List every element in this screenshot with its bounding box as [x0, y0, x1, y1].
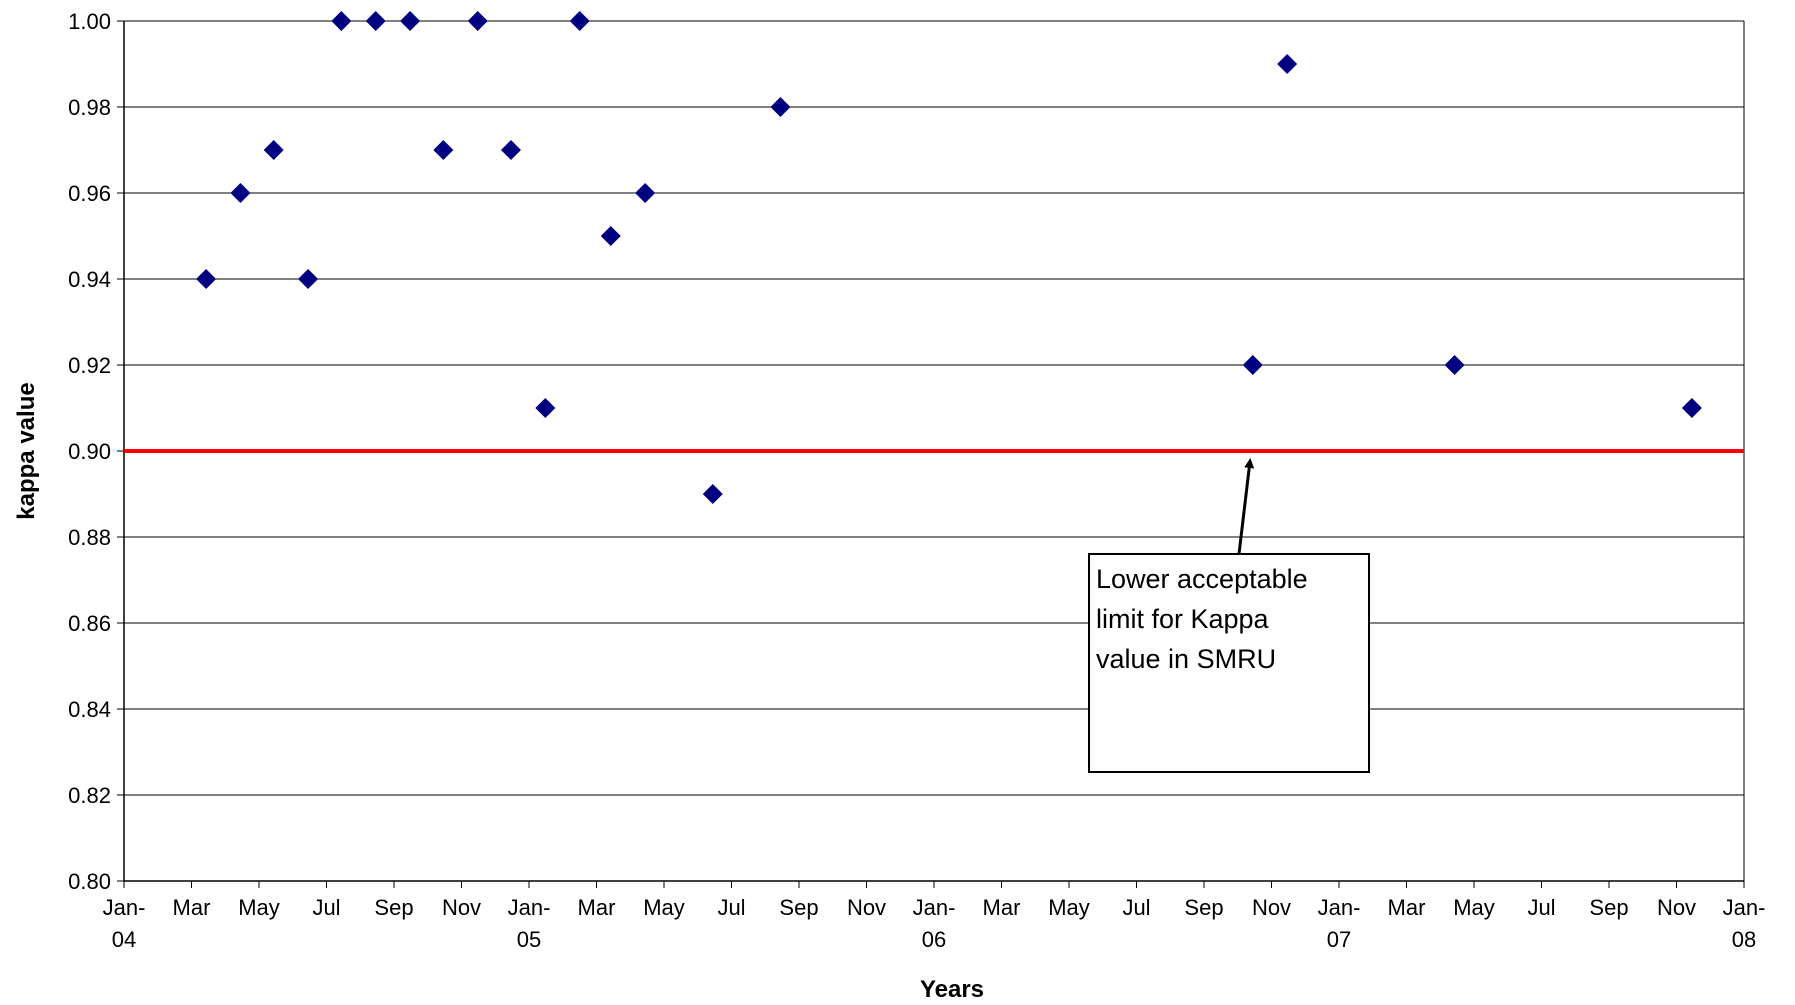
- x-tick-label-line1: Sep: [779, 895, 818, 920]
- x-tick-label: May: [1048, 895, 1090, 920]
- data-point: [467, 11, 488, 31]
- data-point: [1681, 398, 1702, 418]
- annotation-text-line: Lower acceptable: [1096, 564, 1308, 594]
- x-tick-label-line2: 04: [112, 927, 136, 952]
- data-point: [635, 183, 656, 203]
- x-tick-label-line1: Jan-: [1723, 895, 1766, 920]
- x-tick-label-line1: Sep: [1184, 895, 1223, 920]
- x-tick-label: May: [643, 895, 685, 920]
- x-tick-label-line1: Nov: [847, 895, 886, 920]
- x-tick-label: Jan- 05: [508, 895, 551, 952]
- x-tick-label: Nov: [847, 895, 886, 920]
- x-tick-label: Mar: [1388, 895, 1426, 920]
- data-point: [331, 11, 352, 31]
- x-tick-label-line1: Jan-: [1318, 895, 1361, 920]
- data-point: [1444, 355, 1465, 375]
- data-point: [1242, 355, 1263, 375]
- x-tick-label-line1: Mar: [1388, 895, 1426, 920]
- annotation-arrow: [1237, 458, 1255, 555]
- x-tick-label-line2: 07: [1327, 927, 1351, 952]
- x-tick-label-line1: Jan-: [103, 895, 146, 920]
- x-tick-label: Jul: [717, 895, 745, 920]
- x-tick-label: Jan- 04: [103, 895, 146, 952]
- x-tick-label-line1: Nov: [1252, 895, 1291, 920]
- x-tick-label-line1: Jul: [1527, 895, 1555, 920]
- x-tick-label-line1: Jul: [717, 895, 745, 920]
- annotation-box: [1088, 553, 1370, 773]
- x-axis-title: Years: [920, 976, 984, 1003]
- x-tick-label: Sep: [374, 895, 413, 920]
- y-tick-label: 1.00: [68, 9, 111, 34]
- x-tick-label: Jul: [1527, 895, 1555, 920]
- y-tick-label: 0.80: [68, 869, 111, 894]
- x-tick-label-line1: May: [238, 895, 280, 920]
- x-tick-label-line1: Jul: [1122, 895, 1150, 920]
- x-tick-label-line2: 05: [517, 927, 541, 952]
- y-tick-label: 0.98: [68, 95, 111, 120]
- y-tick-label: 0.86: [68, 611, 111, 636]
- x-tick-label-line1: May: [643, 895, 685, 920]
- data-point: [535, 398, 556, 418]
- data-point: [569, 11, 590, 31]
- x-tick-label-line1: Mar: [983, 895, 1021, 920]
- x-tick-label-line1: Sep: [1589, 895, 1628, 920]
- x-tick-label: Sep: [1589, 895, 1628, 920]
- y-axis-title: kappa value: [13, 382, 40, 519]
- x-tick-label: May: [238, 895, 280, 920]
- data-point: [298, 269, 319, 289]
- y-tick-label: 0.96: [68, 181, 111, 206]
- x-tick-label: Mar: [983, 895, 1021, 920]
- y-tick-label: 0.84: [68, 697, 111, 722]
- x-tick-label-line1: Jan-: [508, 895, 551, 920]
- x-tick-label: Sep: [1184, 895, 1223, 920]
- x-tick-label-line1: Jan-: [913, 895, 956, 920]
- data-point: [500, 140, 521, 160]
- y-tick-label: 0.90: [68, 439, 111, 464]
- x-tick-label-line1: Sep: [374, 895, 413, 920]
- x-tick-label: Mar: [578, 895, 616, 920]
- data-point: [263, 140, 284, 160]
- data-point: [1277, 54, 1298, 74]
- annotation-text-line: limit for Kappa: [1096, 604, 1270, 634]
- data-points: [196, 11, 1702, 504]
- data-point: [600, 226, 621, 246]
- data-point: [770, 97, 791, 117]
- x-tick-label: Nov: [1657, 895, 1696, 920]
- x-tick-label-line1: Nov: [442, 895, 481, 920]
- data-point: [433, 140, 454, 160]
- x-tick-label: May: [1453, 895, 1495, 920]
- x-tick-label-line1: Mar: [173, 895, 211, 920]
- x-tick-label-line1: May: [1048, 895, 1090, 920]
- x-tick-label-line1: May: [1453, 895, 1495, 920]
- x-tick-label: Jan- 07: [1318, 895, 1361, 952]
- data-point: [196, 269, 217, 289]
- x-tick-label: Nov: [1252, 895, 1291, 920]
- y-tick-label: 0.88: [68, 525, 111, 550]
- y-tick-label: 0.94: [68, 267, 111, 292]
- x-tick-label-line2: 06: [922, 927, 946, 952]
- annotation-layer: Lower acceptable limit for Kappa value in …: [1088, 458, 1370, 773]
- data-point: [400, 11, 421, 31]
- y-tick-label: 0.92: [68, 353, 111, 378]
- data-point: [230, 183, 251, 203]
- x-tick-label-line1: Mar: [578, 895, 616, 920]
- x-tick-label: Nov: [442, 895, 481, 920]
- x-tick-label: Jul: [312, 895, 340, 920]
- x-tick-label: Jan- 06: [913, 895, 956, 952]
- x-tick-label: Mar: [173, 895, 211, 920]
- data-point: [365, 11, 386, 31]
- y-tick-label: 0.82: [68, 783, 111, 808]
- x-tick-label-line1: Jul: [312, 895, 340, 920]
- x-tick-label: Sep: [779, 895, 818, 920]
- x-tick-label: Jul: [1122, 895, 1150, 920]
- data-point: [702, 484, 723, 504]
- x-tick-label: Jan- 08: [1723, 895, 1766, 952]
- x-tick-label-line2: 08: [1732, 927, 1756, 952]
- axes: 0.80 0.82 0.84 0.86 0.88 0.90 0.92 0.94 0.96 0.98…: [68, 9, 1765, 952]
- x-tick-label-line1: Nov: [1657, 895, 1696, 920]
- annotation-text-line: value in SMRU: [1096, 644, 1276, 674]
